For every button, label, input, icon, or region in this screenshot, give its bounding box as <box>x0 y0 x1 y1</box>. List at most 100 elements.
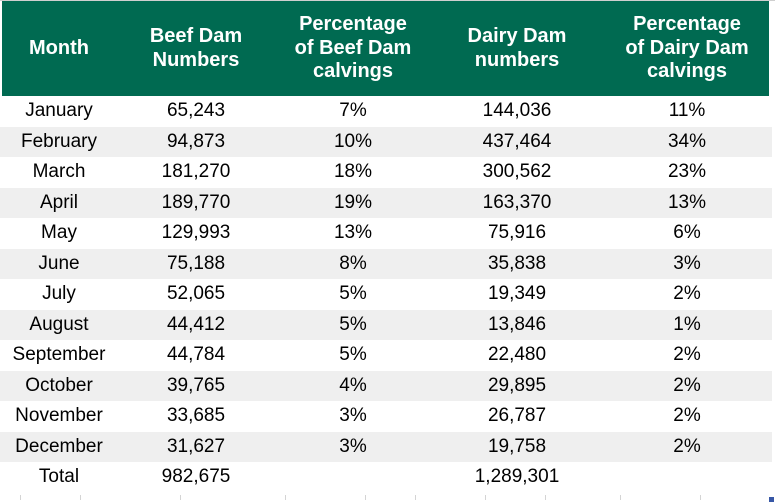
table-row-april: April 189,770 19% 163,370 13% <box>0 187 772 218</box>
cell-dairy-pct: 13% <box>667 191 707 213</box>
cell-beef-number: 94,873 <box>166 130 226 152</box>
gridline-tick <box>365 495 366 500</box>
cell-dairy-pct: 6% <box>673 222 701 244</box>
table-row-march: March 181,270 18% 300,562 23% <box>0 157 772 188</box>
table-row-june: June 75,188 8% 35,838 3% <box>0 248 772 279</box>
gridline-tick <box>620 495 621 500</box>
cell-beef-number: 65,243 <box>166 100 226 122</box>
cell-dairy-number: 144,036 <box>482 100 552 122</box>
header-month: Month <box>29 36 89 59</box>
cell-dairy-number: 22,480 <box>487 344 547 366</box>
bottom-gridline-ticks <box>0 495 775 501</box>
cell-total-beef: 982,675 <box>161 466 231 488</box>
cell-month: October <box>25 374 93 396</box>
cell-beef-number: 39,765 <box>166 374 226 396</box>
cell-dairy-pct: 2% <box>673 283 701 305</box>
cell-month: April <box>39 191 78 213</box>
cell-month: May <box>41 222 77 244</box>
table-body: January 65,243 7% 144,036 11% February 9… <box>0 96 772 493</box>
cell-dairy-number: 19,758 <box>487 435 547 457</box>
cell-dairy-pct: 1% <box>673 313 701 335</box>
cell-beef-number: 31,627 <box>166 435 226 457</box>
cell-beef-pct: 5% <box>339 283 367 305</box>
cell-dairy-pct: 3% <box>673 252 701 274</box>
cell-beef-pct: 4% <box>339 374 367 396</box>
cell-month: December <box>15 435 103 457</box>
gridline-tick <box>545 495 546 500</box>
cell-month: March <box>32 161 86 183</box>
cell-month: August <box>29 313 89 335</box>
cell-dairy-pct: 34% <box>667 130 707 152</box>
cell-beef-number: 75,188 <box>166 252 226 274</box>
table-row-december: December 31,627 3% 19,758 2% <box>0 431 772 462</box>
selection-handle[interactable] <box>769 497 774 502</box>
cell-beef-pct: 5% <box>339 313 367 335</box>
cell-beef-number: 181,270 <box>161 161 231 183</box>
table-row-october: October 39,765 4% 29,895 2% <box>0 370 772 401</box>
cell-beef-number: 33,685 <box>166 405 226 427</box>
header-dairy-dam-percentage: Percentage of Dairy Dam calvings <box>625 13 749 83</box>
cell-beef-number: 52,065 <box>166 283 226 305</box>
cell-month: November <box>15 405 103 427</box>
cell-dairy-number: 163,370 <box>482 191 552 213</box>
cell-month: July <box>42 283 76 305</box>
table-row-august: August 44,412 5% 13,846 1% <box>0 309 772 340</box>
cell-beef-pct: 3% <box>339 405 367 427</box>
cell-dairy-number: 26,787 <box>487 405 547 427</box>
cell-month: September <box>12 344 106 366</box>
header-right-gutter <box>769 1 772 96</box>
cell-dairy-pct: 11% <box>668 100 706 122</box>
cell-beef-pct: 8% <box>339 252 367 274</box>
header-left-gutter <box>0 1 2 96</box>
table-row-total: Total 982,675 1,289,301 <box>0 462 772 493</box>
header-beef-dam-percentage: Percentage of Beef Dam calvings <box>294 13 412 83</box>
gridline-tick <box>700 495 701 500</box>
cell-beef-number: 189,770 <box>161 191 231 213</box>
cell-total-dairy: 1,289,301 <box>474 466 560 488</box>
cell-dairy-number: 300,562 <box>482 161 552 183</box>
gridline-tick <box>80 495 81 500</box>
cell-month: June <box>38 252 80 274</box>
gridline-tick <box>180 495 181 500</box>
cell-dairy-pct: 23% <box>667 161 707 183</box>
cell-dairy-pct: 2% <box>673 374 701 396</box>
cell-dairy-number: 13,846 <box>487 313 547 335</box>
cell-beef-number: 44,412 <box>166 313 226 335</box>
table-row-may: May 129,993 13% 75,916 6% <box>0 218 772 249</box>
cell-beef-pct: 7% <box>339 100 367 122</box>
cell-beef-pct: 13% <box>333 222 373 244</box>
cell-beef-pct: 18% <box>333 161 373 183</box>
table-header-row: Month Beef Dam Numbers Percentage of Bee… <box>0 1 772 96</box>
table-row-july: July 52,065 5% 19,349 2% <box>0 279 772 310</box>
header-dairy-dam-numbers: Dairy Dam numbers <box>467 24 567 71</box>
top-gridline <box>0 0 775 1</box>
cell-dairy-pct: 2% <box>673 344 701 366</box>
gridline-tick <box>285 495 286 500</box>
table-row-february: February 94,873 10% 437,464 34% <box>0 126 772 157</box>
gridline-tick <box>20 495 21 500</box>
gridline-tick <box>485 495 486 500</box>
header-beef-dam-numbers: Beef Dam Numbers <box>149 24 243 71</box>
cell-dairy-pct: 2% <box>673 435 701 457</box>
cell-beef-pct: 3% <box>339 435 367 457</box>
cell-month: January <box>25 100 93 122</box>
cell-total-label: Total <box>38 466 80 488</box>
cell-month: February <box>20 130 98 152</box>
cell-dairy-number: 75,916 <box>487 222 547 244</box>
table-row-september: September 44,784 5% 22,480 2% <box>0 340 772 371</box>
cell-beef-pct: 19% <box>333 191 373 213</box>
cell-beef-pct: 5% <box>339 344 367 366</box>
table-row-november: November 33,685 3% 26,787 2% <box>0 401 772 432</box>
cell-beef-pct: 10% <box>333 130 373 152</box>
cell-dairy-number: 437,464 <box>482 130 552 152</box>
gridline-tick <box>415 495 416 500</box>
cell-dairy-number: 29,895 <box>487 374 547 396</box>
calving-table: Month Beef Dam Numbers Percentage of Bee… <box>0 1 772 493</box>
table-row-january: January 65,243 7% 144,036 11% <box>0 96 772 127</box>
cell-beef-number: 44,784 <box>166 344 226 366</box>
cell-dairy-number: 35,838 <box>487 252 547 274</box>
cell-dairy-number: 19,349 <box>487 283 547 305</box>
cell-dairy-pct: 2% <box>673 405 701 427</box>
cell-total-beef-pct <box>274 462 432 493</box>
